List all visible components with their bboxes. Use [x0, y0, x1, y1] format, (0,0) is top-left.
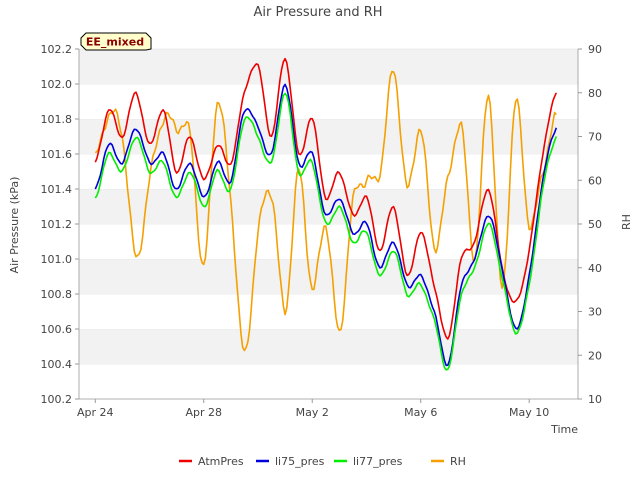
left-axis-tick-label: 102.0	[41, 78, 73, 91]
right-axis: 10 20 30 40 50 60 70 80 90	[577, 43, 602, 406]
right-axis-tick-label: 70	[588, 131, 602, 144]
grid-band	[79, 49, 578, 84]
series-line-li75-pres	[94, 83, 558, 367]
x-axis-tick-label: Apr 24	[77, 406, 114, 419]
legend-label-rh: RH	[450, 455, 466, 468]
grid-band	[79, 329, 578, 364]
chart-title: Air Pressure and RH	[253, 5, 382, 20]
legend-label-li75-pres: li75_pres	[275, 455, 325, 468]
series-lines	[94, 57, 558, 371]
x-axis-tick-label: May 6	[404, 406, 437, 419]
series-line-rh	[94, 70, 557, 352]
legend-label-atmpres: AtmPres	[198, 455, 244, 468]
x-axis-tick-label: May 10	[509, 406, 549, 419]
legend: AtmPres li75_pres li77_pres RH	[179, 455, 466, 468]
x-axis-tick-label: Apr 28	[185, 406, 222, 419]
right-axis-tick-label: 60	[588, 174, 602, 187]
right-axis-tick-label: 20	[588, 349, 602, 362]
x-axis: Apr 24 Apr 28 May 2 May 6 May 10	[77, 398, 578, 419]
right-axis-tick-label: 80	[588, 87, 602, 100]
tag-badge: EE_mixed	[80, 32, 152, 51]
y2-axis-label: RH	[620, 214, 633, 230]
left-axis-tick-label: 102.2	[41, 43, 73, 56]
grid-band	[79, 259, 578, 294]
x-axis-label: Time	[550, 423, 578, 436]
left-axis-tick-label: 101.4	[41, 183, 73, 196]
grid-band	[79, 364, 578, 399]
grid-band	[79, 84, 578, 119]
left-axis-tick-label: 100.2	[41, 393, 73, 406]
tag-badge-text: EE_mixed	[86, 36, 144, 49]
right-axis-tick-label: 40	[588, 262, 602, 275]
series-line-atmpres	[94, 57, 558, 340]
grid-band	[79, 189, 578, 224]
left-axis-tick-label: 100.4	[41, 358, 73, 371]
left-axis-tick-label: 101.8	[41, 113, 73, 126]
left-axis: 100.2 100.4 100.6 100.8 101.0 101.2 101.4 101.6…	[41, 43, 80, 406]
right-axis-tick-label: 90	[588, 43, 602, 56]
series-line-li77-pres	[94, 92, 558, 371]
left-axis-tick-label: 101.2	[41, 218, 73, 231]
legend-label-li77-pres: li77_pres	[353, 455, 403, 468]
right-axis-tick-label: 50	[588, 218, 602, 231]
left-axis-tick-label: 100.6	[41, 323, 73, 336]
right-axis-tick-label: 10	[588, 393, 602, 406]
x-axis-tick-label: May 2	[296, 406, 329, 419]
tag-badge-box	[80, 32, 152, 51]
left-axis-tick-label: 101.6	[41, 148, 73, 161]
right-axis-tick-label: 30	[588, 306, 602, 319]
left-axis-tick-label: 101.0	[41, 253, 73, 266]
grid-band	[79, 294, 578, 329]
y-axis-label: Air Pressure (kPa)	[8, 177, 21, 274]
left-axis-tick-label: 100.8	[41, 288, 73, 301]
